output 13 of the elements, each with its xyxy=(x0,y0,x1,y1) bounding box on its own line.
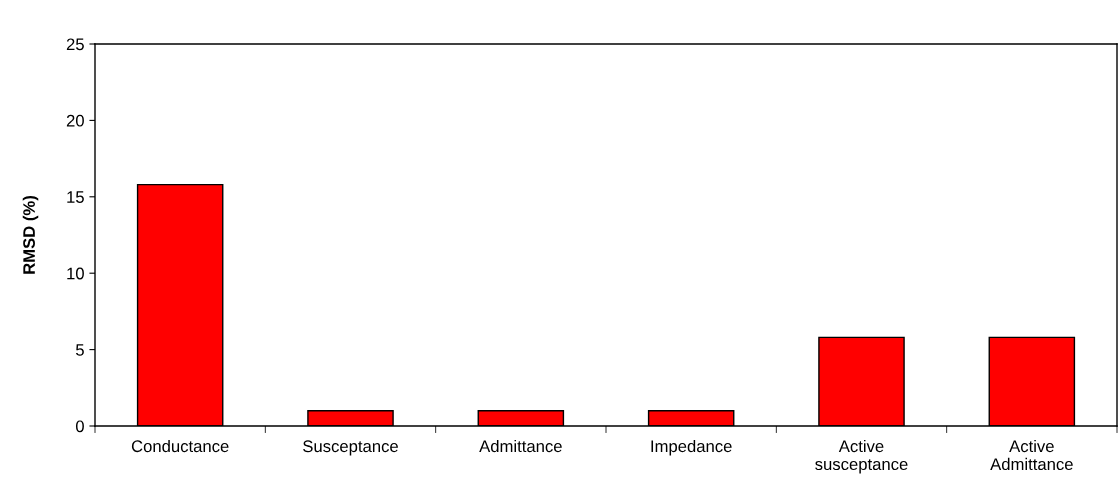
x-tick-label: Admittance xyxy=(479,439,562,453)
y-tick-label: 5 xyxy=(75,344,84,356)
x-tick-label: Susceptance xyxy=(303,440,398,456)
y-tick-label: 10 xyxy=(67,267,84,280)
y-tick-label: 15 xyxy=(67,191,84,203)
y-tick-label: 25 xyxy=(66,38,84,51)
y-tick-label: 20 xyxy=(66,114,84,127)
x-tick-label: Impedance xyxy=(651,439,732,456)
x-tick-label: Active susceptance xyxy=(815,439,908,474)
y-axis-title: RMSD (%) xyxy=(22,196,39,274)
y-tick-label: 0 xyxy=(75,420,84,433)
x-tick-label: Active Admittance xyxy=(990,439,1073,471)
x-tick-label: Conductance xyxy=(131,439,229,453)
